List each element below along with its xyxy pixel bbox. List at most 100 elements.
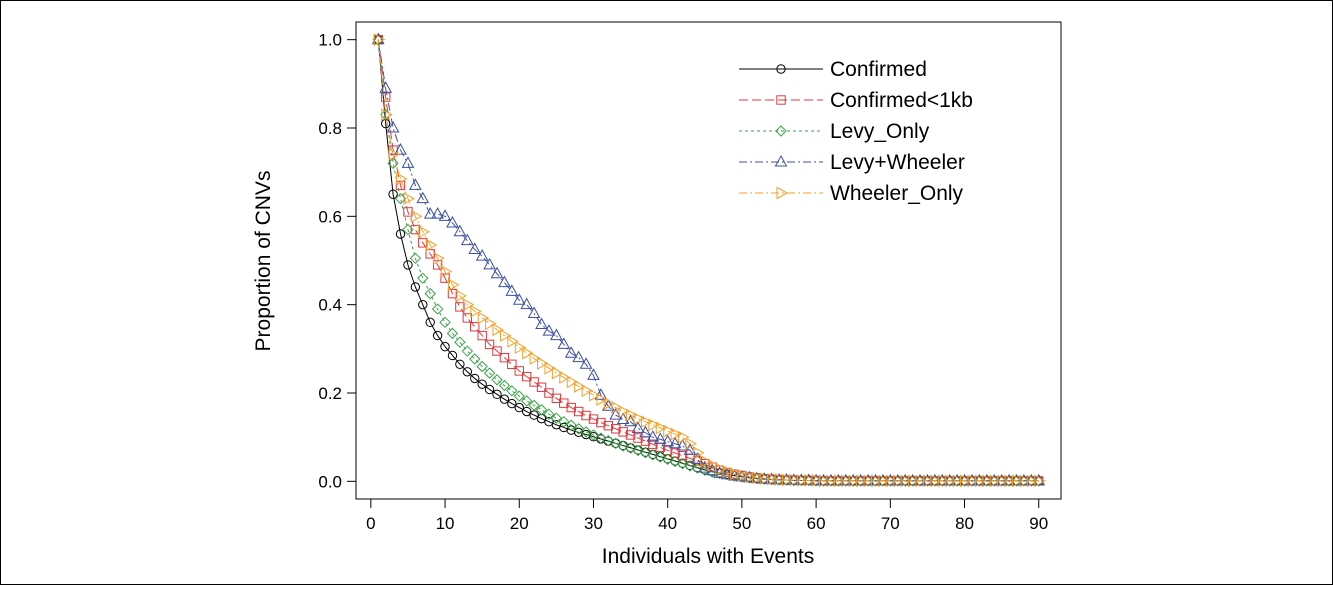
data-point xyxy=(409,178,422,190)
data-point xyxy=(537,357,549,370)
data-point xyxy=(967,474,979,488)
data-point xyxy=(960,474,972,488)
x-tick-label: 50 xyxy=(732,514,751,533)
data-point xyxy=(617,440,629,452)
data-point xyxy=(715,462,727,476)
data-point xyxy=(997,474,1009,488)
data-point xyxy=(468,242,482,254)
data-point xyxy=(626,408,638,422)
y-axis: 0.0 0.2 0.4 0.6 0.8 1.0 xyxy=(318,31,356,491)
y-tick-label: 1.0 xyxy=(318,31,342,50)
data-point xyxy=(974,474,987,488)
data-point xyxy=(425,238,438,252)
data-point xyxy=(930,474,942,488)
data-point xyxy=(417,272,429,284)
data-point xyxy=(595,432,607,444)
x-tick-label: 90 xyxy=(1029,514,1048,533)
data-point xyxy=(527,306,541,318)
data-point xyxy=(410,224,421,235)
data-point xyxy=(371,32,385,45)
data-point xyxy=(668,436,682,449)
data-point xyxy=(455,289,467,303)
legend-label: Levy+Wheeler xyxy=(830,151,965,174)
legend-item-wheeler-only: Wheeler_Only xyxy=(739,182,964,205)
x-tick-label: 20 xyxy=(510,514,529,533)
data-point xyxy=(418,299,428,310)
data-point xyxy=(841,474,853,488)
data-point xyxy=(633,412,646,425)
data-point xyxy=(490,266,504,279)
data-point xyxy=(410,282,421,292)
data-point xyxy=(952,474,965,488)
data-point xyxy=(513,390,525,402)
x-tick-label: 40 xyxy=(658,514,677,533)
legend-label: Confirmed xyxy=(830,58,927,81)
data-point xyxy=(639,446,652,459)
data-point xyxy=(640,415,653,429)
x-tick-label: 60 xyxy=(807,514,826,533)
data-point xyxy=(432,260,443,270)
data-point xyxy=(735,469,749,482)
data-point xyxy=(885,474,898,488)
data-point xyxy=(477,379,487,389)
data-point xyxy=(781,473,794,487)
data-point xyxy=(507,398,517,409)
legend-label: Wheeler_Only xyxy=(830,182,964,205)
data-point xyxy=(394,143,407,155)
data-point xyxy=(424,287,436,300)
data-point xyxy=(574,380,586,393)
data-point xyxy=(707,459,720,472)
data-point xyxy=(431,303,444,315)
data-point xyxy=(804,474,816,487)
data-point xyxy=(789,473,801,487)
data-point xyxy=(648,439,658,449)
data-point xyxy=(692,446,705,459)
data-point xyxy=(373,33,386,47)
data-point xyxy=(1019,474,1031,488)
data-point xyxy=(460,233,474,246)
series-markers xyxy=(371,32,1046,488)
data-point xyxy=(522,346,534,360)
data-point xyxy=(744,470,757,484)
data-point xyxy=(678,430,690,444)
data-point xyxy=(544,388,554,398)
data-point xyxy=(661,453,674,465)
data-point xyxy=(483,257,496,270)
data-point xyxy=(700,455,712,468)
data-point xyxy=(752,471,764,485)
legend-label: Levy_Only xyxy=(830,120,930,143)
data-point xyxy=(713,466,726,478)
data-point xyxy=(498,379,511,392)
data-point xyxy=(618,427,628,437)
data-point xyxy=(455,302,465,312)
data-point xyxy=(470,322,480,332)
data-point xyxy=(505,284,519,296)
data-point xyxy=(483,367,496,379)
y-tick-label: 0.2 xyxy=(318,384,342,403)
data-point xyxy=(484,339,495,350)
x-axis: 0 10 20 30 40 50 60 70 80 90 xyxy=(366,499,1048,533)
data-point xyxy=(639,425,652,438)
data-point xyxy=(596,417,606,428)
data-point xyxy=(587,368,600,380)
legend-swatch-marker xyxy=(775,125,787,137)
data-point xyxy=(455,359,465,369)
legend-item-confirmed: Confirmed xyxy=(739,58,927,81)
data-point xyxy=(811,474,824,487)
data-point xyxy=(453,224,467,237)
data-point xyxy=(863,474,876,488)
data-point xyxy=(499,352,510,363)
data-point xyxy=(908,474,920,488)
data-point xyxy=(438,209,452,221)
series-line-levy-wheeler xyxy=(377,39,1039,482)
data-point xyxy=(484,384,495,395)
data-point xyxy=(409,252,422,264)
data-point xyxy=(550,328,563,341)
data-point xyxy=(900,474,913,488)
data-point xyxy=(454,336,466,348)
data-point xyxy=(529,352,542,365)
data-point xyxy=(661,434,675,447)
data-point xyxy=(982,474,994,488)
